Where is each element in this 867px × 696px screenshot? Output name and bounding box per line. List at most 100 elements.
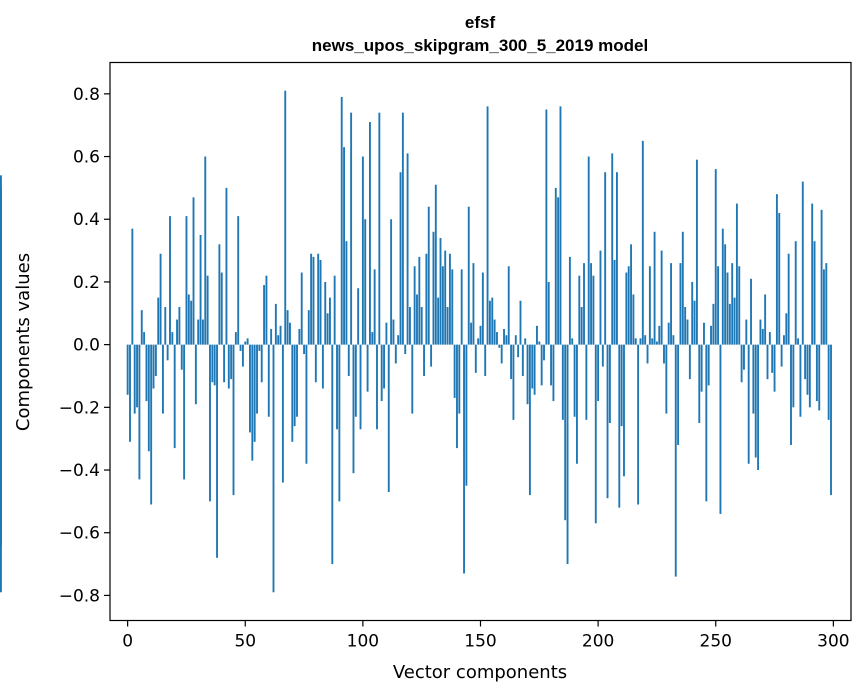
bar: [566, 344, 569, 565]
bar: [512, 344, 515, 420]
bar: [244, 341, 247, 345]
bar: [639, 338, 642, 345]
y-tick-label: −0.8: [59, 586, 100, 606]
bar: [279, 325, 282, 345]
bar: [423, 344, 425, 376]
bar: [399, 172, 402, 345]
bar: [677, 344, 680, 445]
bar: [232, 344, 235, 496]
bar: [408, 307, 411, 345]
bar: [183, 344, 186, 480]
bar: [352, 344, 355, 474]
bar: [331, 344, 334, 565]
bar: [465, 344, 468, 486]
bar: [623, 344, 625, 477]
bar: [505, 335, 508, 345]
y-tick-label: 0.6: [73, 148, 100, 168]
bar: [474, 344, 477, 373]
bar: [366, 344, 369, 392]
bar: [361, 156, 364, 345]
bar: [448, 253, 451, 345]
bar: [211, 344, 214, 383]
bar: [267, 344, 270, 417]
bar: [500, 344, 503, 364]
bar: [794, 241, 797, 345]
bar: [507, 266, 510, 345]
bar: [745, 319, 748, 345]
bar: [272, 344, 275, 593]
bar: [771, 344, 774, 373]
bar: [446, 307, 449, 345]
x-tick-label: 250: [700, 632, 732, 652]
bar: [681, 231, 684, 345]
bar: [735, 203, 738, 345]
bar: [510, 344, 513, 380]
bar: [688, 344, 691, 380]
bar: [825, 263, 828, 345]
bar: [230, 344, 233, 380]
bar: [658, 325, 661, 345]
bar: [140, 310, 143, 345]
bar: [618, 344, 621, 508]
bar: [538, 341, 541, 345]
bar: [444, 250, 447, 345]
bar: [425, 253, 428, 345]
bar: [161, 344, 164, 414]
bar: [401, 112, 404, 345]
bar: [178, 307, 181, 345]
bar: [143, 332, 146, 345]
bar: [291, 344, 294, 442]
bar: [686, 319, 689, 345]
bar: [827, 344, 830, 420]
bar: [340, 96, 343, 345]
bar: [594, 344, 597, 524]
chart-subtitle: news_upos_skipgram_300_5_2019 model: [312, 36, 648, 55]
y-tick-label: −0.4: [59, 461, 100, 481]
bar: [152, 344, 155, 389]
bar: [705, 344, 708, 502]
bar: [571, 338, 574, 345]
bar: [545, 109, 548, 345]
bar: [185, 216, 188, 345]
bar: [731, 263, 734, 345]
bar: [345, 241, 348, 345]
bar: [336, 344, 338, 430]
bar: [223, 344, 226, 383]
bar: [790, 344, 792, 445]
bar: [707, 344, 710, 386]
bar: [743, 344, 745, 370]
bar: [284, 90, 287, 345]
bar: [667, 322, 670, 345]
bar: [397, 335, 400, 345]
bar: [406, 153, 409, 345]
bar: [0, 344, 2, 593]
bar: [477, 338, 480, 345]
bar: [550, 344, 553, 386]
bars-group: [0, 90, 832, 593]
bar: [719, 344, 722, 514]
bar: [166, 344, 169, 361]
bar: [757, 344, 760, 471]
x-tick-label: 300: [817, 632, 849, 652]
bar: [554, 187, 557, 345]
y-tick-label: 0.8: [73, 85, 100, 105]
bar: [204, 156, 207, 345]
y-axis-label: Components values: [13, 253, 34, 431]
x-axis-ticks: 0 50 100 150 200 250 300: [122, 620, 850, 652]
x-tick-label: 150: [464, 632, 496, 652]
bar: [601, 344, 604, 367]
bar: [547, 281, 550, 345]
bar: [234, 332, 237, 345]
bar: [775, 194, 778, 345]
bar: [300, 272, 303, 345]
bar: [517, 344, 520, 358]
bar: [651, 338, 654, 345]
bar: [251, 344, 254, 461]
bar: [470, 322, 473, 345]
bar: [347, 344, 350, 376]
bar: [496, 332, 498, 345]
bar: [712, 303, 715, 345]
bar: [611, 153, 614, 345]
bar: [472, 263, 475, 345]
bar: [150, 344, 153, 505]
